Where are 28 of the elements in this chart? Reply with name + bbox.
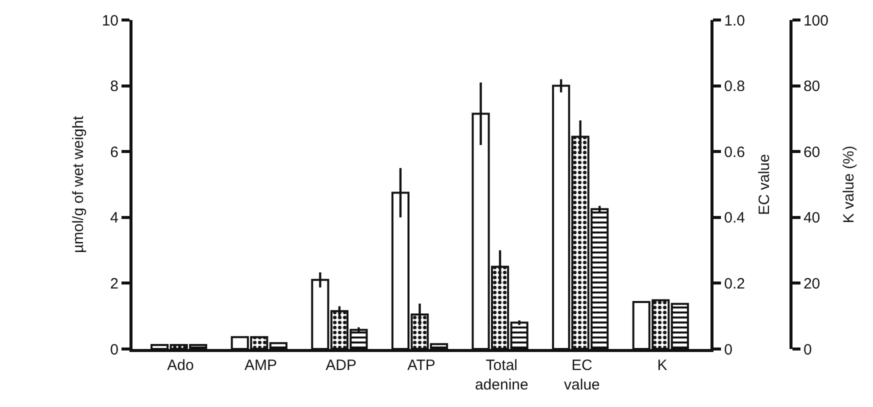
y-axis-title: µmol/g of wet weight (70, 115, 88, 254)
y-tick-label: 4 (110, 210, 119, 227)
y2-tick-label: 1.0 (724, 12, 746, 30)
y3-axis-title: K value (%) (840, 146, 858, 224)
x-tick-label: EC value (564, 356, 600, 394)
y3-tick-label: 80 (803, 78, 820, 96)
y2-tick-label: 0 (724, 341, 733, 358)
y2-tick-label: 0.2 (724, 275, 746, 292)
x-tick-label: Total adenine (474, 356, 528, 394)
y3-tick-label: 0 (803, 341, 812, 358)
y2-tick-label: 0.8 (724, 78, 746, 96)
y2-tick-label: 0.6 (724, 144, 746, 161)
x-tick-label: ADP (326, 356, 356, 374)
y3-tick-label: 100 (803, 12, 829, 30)
x-tick-label: ATP (407, 356, 436, 374)
y2-tick-label: 0.4 (724, 210, 746, 227)
y3-tick-label: 60 (803, 144, 820, 161)
y2-axis-title: EC value (756, 154, 774, 215)
x-tick-label: K (657, 356, 668, 374)
y-tick-label: 6 (110, 144, 119, 161)
y3-tick-label: 40 (803, 210, 820, 227)
y-tick-label: 0 (110, 341, 119, 358)
y-tick-label: 2 (110, 275, 119, 292)
x-tick-label: Ado (167, 356, 194, 374)
y3-tick-label: 20 (803, 275, 820, 292)
y-tick-label: 8 (110, 78, 119, 96)
x-tick-label: AMP (244, 356, 278, 374)
y-tick-label: 10 (102, 12, 119, 30)
